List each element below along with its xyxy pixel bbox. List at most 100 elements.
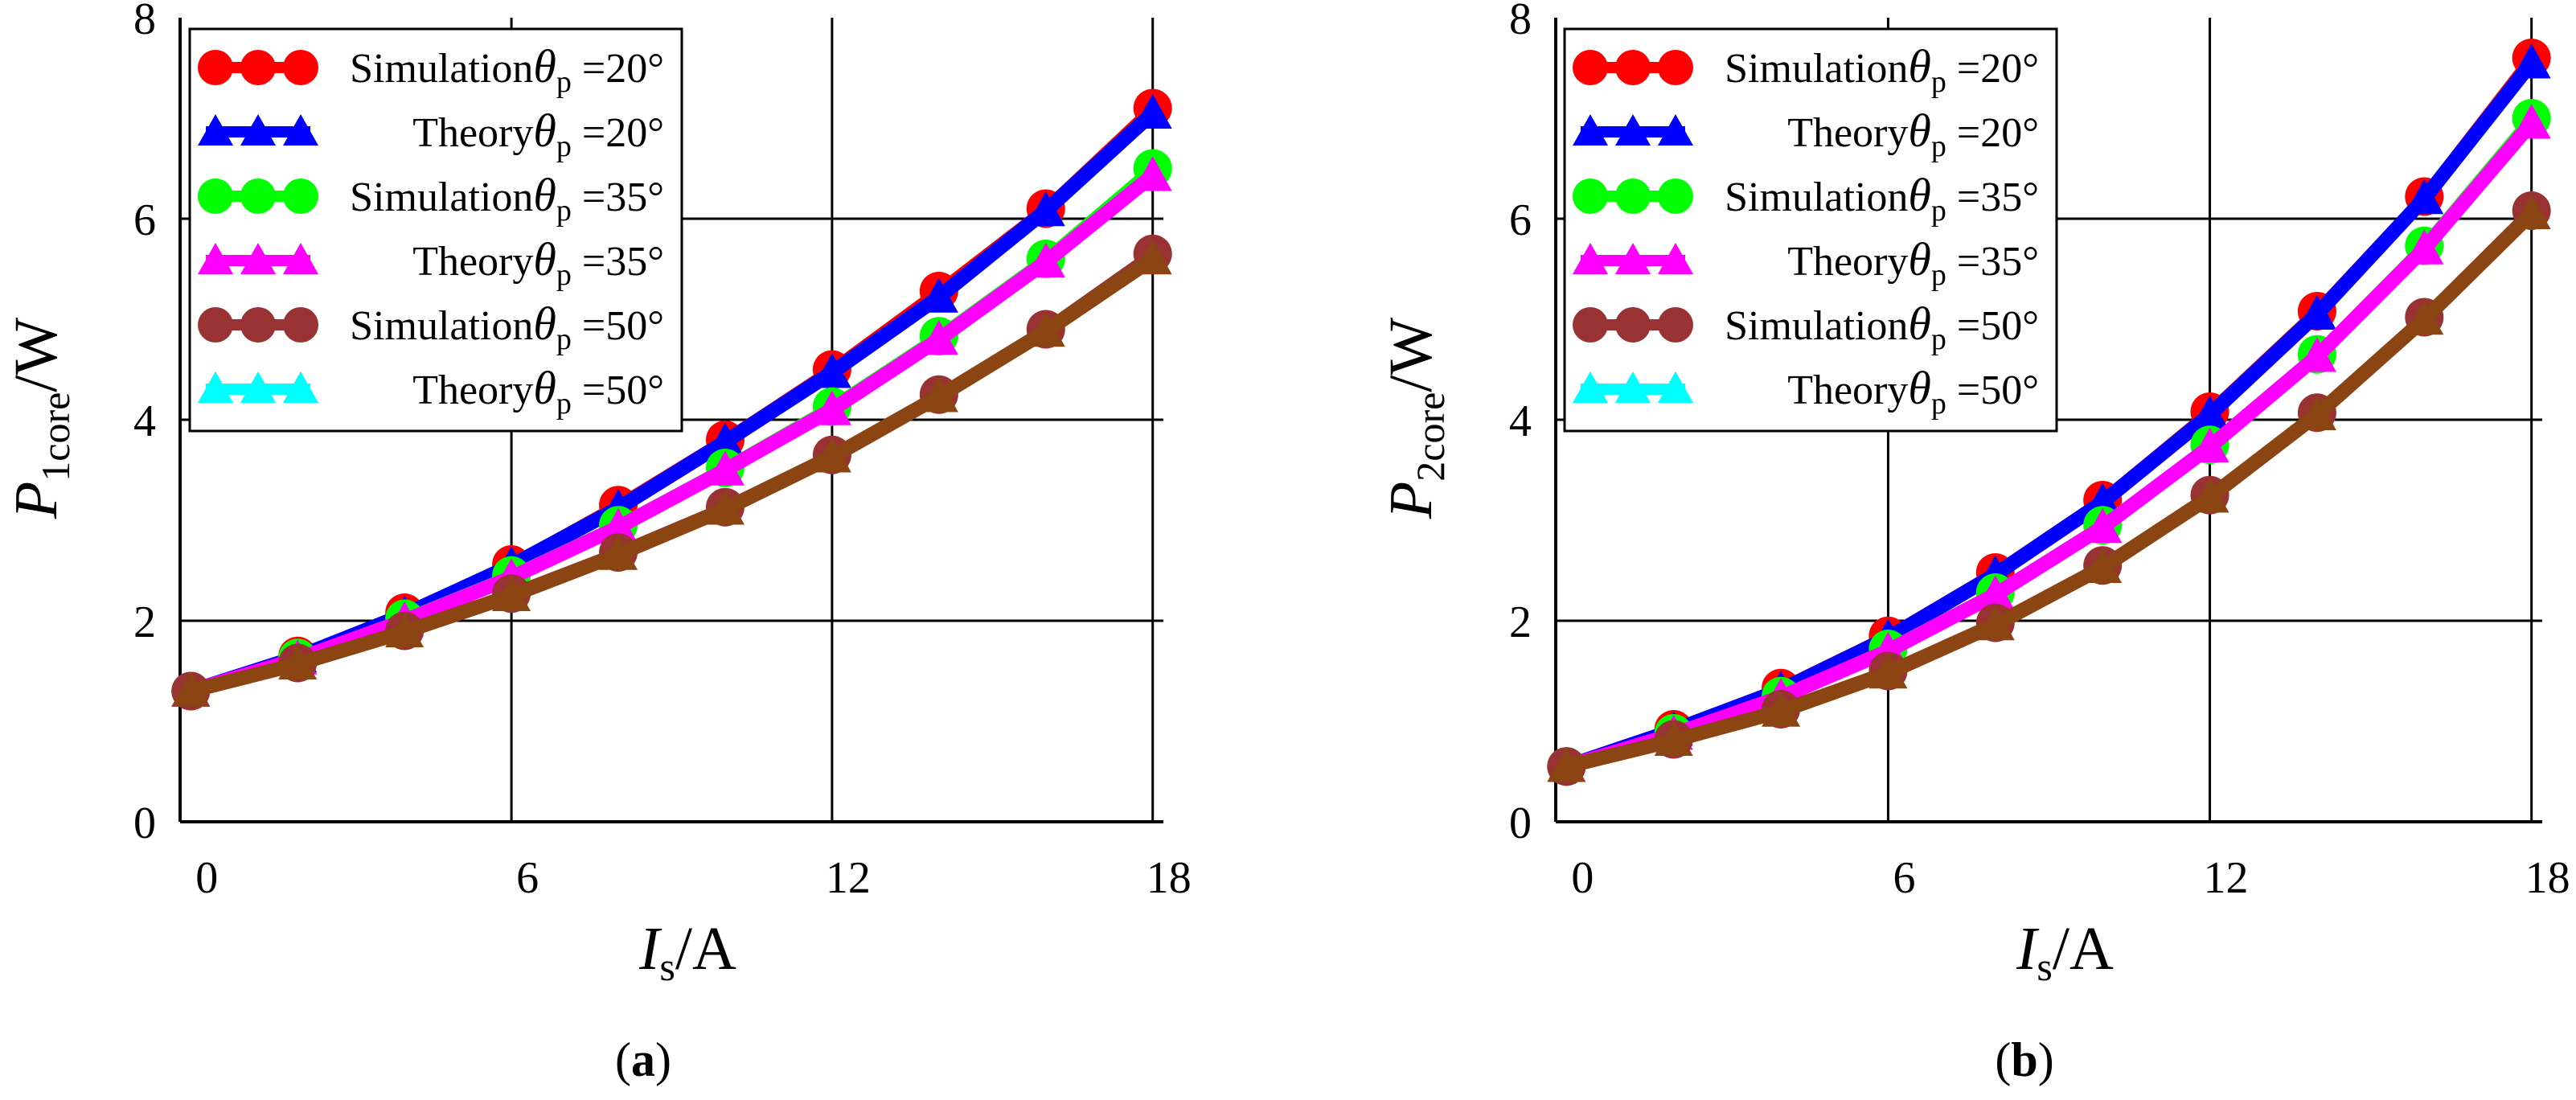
data-point-th50 [1547, 747, 1586, 782]
x-tick-label: 18 [1146, 853, 1192, 903]
legend-marker-circle [1658, 179, 1693, 214]
legend-kind: Theory [1787, 367, 1908, 413]
legend-kind: Theory [412, 110, 533, 156]
series-th50 [171, 240, 1172, 707]
legend-theta-sub: p [556, 322, 572, 356]
data-point-th50 [171, 671, 211, 707]
legend-theta: θ [1908, 233, 1931, 285]
legend-theta: θ [1908, 298, 1931, 350]
panel-caption-open: ( [615, 1033, 631, 1086]
data-point-th50 [812, 437, 851, 473]
x-tick-label: 6 [1893, 853, 1915, 903]
x-tick-label: 0 [1571, 853, 1594, 903]
legend-theta-sub: p [556, 65, 572, 99]
legend-marker-triangle [1658, 114, 1693, 146]
y-tick-label: 4 [133, 396, 156, 446]
legend-angle: 20° [605, 46, 664, 92]
series-line-th50 [189, 252, 1157, 699]
legend-theta-sub: p [1931, 322, 1946, 356]
legend-theta: θ [533, 362, 556, 414]
panel-caption-close: ) [2038, 1033, 2054, 1086]
legend-entry-th50: Theoryθp =50° [1573, 362, 2039, 421]
legend-marker-triangle [1573, 114, 1608, 146]
legend-marker-triangle [283, 243, 318, 274]
legend-label: Theoryθp =20° [412, 105, 664, 163]
panel-caption: (a) [615, 1033, 671, 1086]
data-point-th50 [1975, 605, 2015, 641]
legend-marker-circle [283, 50, 318, 85]
legend-marker-circle [1615, 50, 1651, 85]
y-axis-label-unit: /W [1377, 318, 1445, 392]
y-tick-label: 0 [133, 798, 156, 848]
data-point-th35 [2512, 104, 2551, 139]
legend-eq: = [1946, 46, 1980, 92]
series-line-th50 [1565, 208, 2537, 774]
legend-angle: 50° [1980, 303, 2039, 349]
legend-marker-circle [283, 307, 318, 343]
legend-eq: = [1946, 367, 1980, 413]
data-point-th35 [919, 320, 958, 355]
x-axis-label-subscript: s [2037, 944, 2052, 989]
y-axis-label-symbol: P [1377, 482, 1445, 519]
legend-entry-sim50: Simulationθp =50° [1573, 298, 2039, 356]
legend-label: Theoryθp =20° [1787, 105, 2039, 163]
legend-marker-circle [198, 179, 233, 214]
data-point-th50 [278, 644, 318, 679]
legend-marker-circle [240, 50, 276, 85]
data-point-th50 [2512, 194, 2551, 229]
y-axis-label-subscript: 1core [33, 392, 78, 482]
data-point-th20 [2190, 395, 2229, 430]
data-point-th20 [1133, 93, 1172, 129]
legend-kind: Simulation [1725, 303, 1908, 349]
legend-kind: Simulation [350, 303, 533, 349]
data-point-th50 [492, 576, 531, 611]
data-point-th50 [1654, 720, 1693, 756]
data-point-th50 [1868, 654, 1908, 689]
legend-kind: Theory [412, 367, 533, 413]
x-tick-label: 12 [826, 853, 871, 903]
legend-angle: 35° [1980, 174, 2039, 220]
y-axis-label-subscript: 2core [1408, 392, 1453, 482]
legend-theta: θ [1908, 362, 1931, 414]
legend-marker-triangle [240, 371, 276, 403]
data-point-th35 [812, 390, 851, 425]
legend-theta-sub: p [1931, 258, 1946, 292]
data-point-th35 [705, 450, 744, 486]
legend-marker-triangle [1658, 243, 1693, 274]
legend-marker-triangle [198, 114, 233, 146]
legend: Simulationθp =20°Theoryθp =20°Simulation… [188, 27, 683, 433]
data-point-th50 [2190, 478, 2229, 513]
legend-marker-triangle [198, 371, 233, 403]
y-tick-label: 2 [1509, 597, 1532, 647]
legend-marker-circle [1573, 50, 1608, 85]
data-point-th35 [1975, 575, 2015, 610]
legend-angle: 20° [605, 110, 664, 156]
x-tick-label: 12 [2204, 853, 2249, 903]
data-point-th35 [599, 507, 638, 543]
legend-box [188, 27, 683, 433]
legend-kind: Simulation [350, 46, 533, 92]
data-point-th20 [2297, 294, 2336, 330]
legend-eq: = [572, 303, 605, 349]
data-point-th35 [1133, 156, 1172, 191]
legend-entry-th35: Theoryθp =35° [198, 233, 664, 292]
legend-eq: = [572, 239, 605, 285]
legend-theta-sub: p [556, 129, 572, 163]
legend-kind: Theory [412, 239, 533, 285]
data-point-th50 [705, 490, 744, 525]
y-axis-label: P1core/W [2, 318, 78, 520]
legend-angle: 50° [605, 367, 664, 413]
legend-label: Theoryθp =35° [1787, 233, 2039, 292]
y-axis-label-symbol: P [2, 482, 70, 519]
legend-marker-circle [1573, 179, 1608, 214]
y-tick-label: 8 [133, 0, 156, 44]
legend-eq: = [1946, 110, 1980, 156]
legend-theta: θ [1908, 169, 1931, 221]
data-point-th50 [2405, 300, 2444, 335]
legend-label: Simulationθp =50° [350, 298, 664, 356]
data-point-th20 [812, 353, 851, 388]
legend-kind: Theory [1787, 110, 1908, 156]
legend-theta-sub: p [1931, 129, 1946, 163]
legend-marker-circle [198, 307, 233, 343]
